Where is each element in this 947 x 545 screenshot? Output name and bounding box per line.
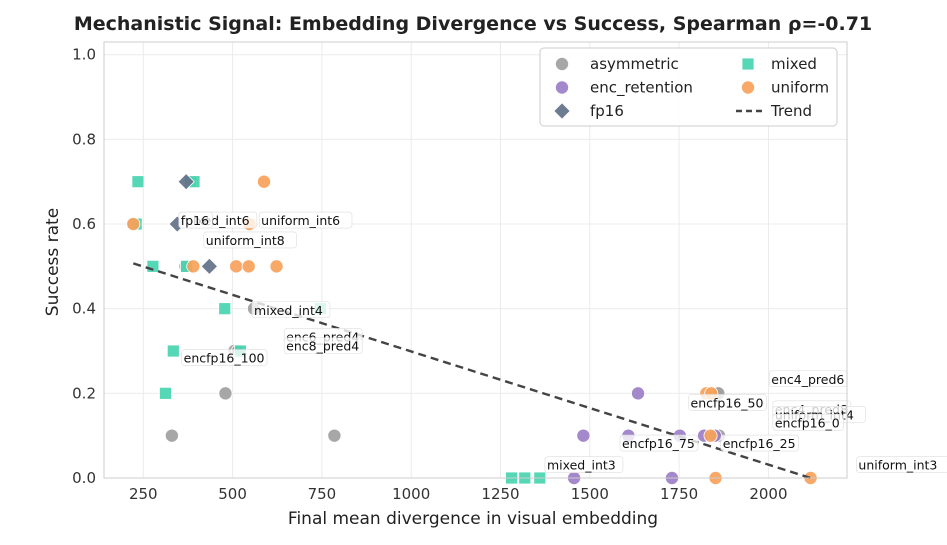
annotation-label: mixed_int3 — [547, 458, 616, 473]
legend-box — [539, 47, 838, 127]
x-tick-label: 1000 — [392, 485, 430, 503]
legend: asymmetric mixed enc_retention uniform fp16 T… — [539, 47, 838, 127]
annotation-label: encfp16_25 — [723, 436, 796, 451]
x-tick-label: 750 — [308, 485, 337, 503]
legend-label: Trend — [770, 102, 812, 120]
annotation-label: uniform_int6 — [261, 213, 340, 228]
annotation-label: encfp16_0 — [775, 415, 840, 430]
y-tick-label: 0.0 — [72, 469, 96, 487]
point-uniform — [241, 259, 256, 274]
point-mixed — [166, 344, 180, 358]
legend-label: asymmetric — [590, 55, 679, 73]
annotation-label: enc4_pred6 — [771, 372, 844, 387]
point-mixed — [131, 175, 145, 189]
point-uniform — [126, 217, 141, 232]
legend-marker-asymmetric — [555, 57, 570, 72]
x-axis-label: Final mean divergence in visual embeddin… — [288, 509, 658, 529]
annotation-label: encfp16_100 — [184, 351, 265, 366]
point-mixed — [218, 302, 232, 316]
point-enc_retention — [576, 428, 591, 443]
point-uniform — [229, 259, 244, 274]
x-tick-label: 250 — [129, 485, 158, 503]
annotation-box — [258, 211, 353, 229]
annotation-box — [720, 434, 799, 452]
y-axis-label: Success rate — [43, 208, 63, 316]
annotation-box — [688, 394, 767, 411]
annotation-box — [203, 231, 297, 249]
x-tick-label: 1750 — [660, 485, 698, 503]
legend-marker-fp16 — [553, 102, 571, 120]
legend-label: enc_retention — [590, 79, 693, 98]
annotation-box — [619, 434, 699, 452]
annotation-box — [772, 414, 844, 431]
annotation-box — [856, 456, 947, 473]
x-tick-label: 500 — [218, 485, 247, 503]
tick-layer: 250 500 750 1000 1250 1500 1750 2000 0.0 0.2 0.4 0.… — [72, 46, 787, 503]
annotation-box — [181, 349, 268, 366]
trend-layer — [132, 262, 811, 480]
legend-label: fp16 — [590, 102, 624, 120]
x-tick-label: 2000 — [749, 485, 787, 503]
annotation-box — [544, 456, 624, 473]
point-mixed — [159, 386, 172, 400]
annotation-label: encfp16_50 — [691, 395, 764, 410]
legend-marker-enc_retention — [555, 80, 570, 95]
annotation-label: uniform_int3 — [858, 458, 937, 473]
x-tick-label: 1250 — [481, 485, 519, 503]
y-tick-label: 0.6 — [72, 215, 96, 233]
annotation-box — [283, 337, 363, 355]
point-uniform — [186, 259, 201, 274]
chart-title: Mechanistic Signal: Embedding Divergence… — [74, 13, 872, 35]
annotation-box — [251, 301, 331, 319]
y-tick-label: 0.8 — [72, 130, 96, 148]
plot-frame — [103, 41, 848, 479]
point-fp16 — [200, 257, 219, 276]
point-asymmetric — [218, 386, 233, 401]
annotation-label: fp16 — [181, 213, 209, 228]
annotation-label: uniform_int8 — [206, 233, 285, 248]
point-fp16 — [177, 173, 195, 191]
legend-marker-mixed — [741, 57, 755, 71]
annotation-label: mixed_int4 — [254, 303, 323, 318]
x-tick-label: 1500 — [571, 485, 609, 503]
legend-label: uniform — [771, 79, 829, 97]
point-uniform — [269, 259, 284, 274]
point-uniform — [703, 428, 718, 443]
annotation-label: enc8_pred4 — [286, 339, 359, 354]
point-asymmetric — [164, 428, 179, 443]
trend-line — [132, 262, 811, 480]
point-asymmetric — [327, 428, 342, 443]
point-uniform — [257, 174, 272, 189]
y-tick-label: 1.0 — [72, 46, 96, 64]
legend-marker-uniform — [741, 80, 756, 95]
annotation-label: encfp16_75 — [622, 436, 695, 451]
annotation-box — [178, 211, 213, 229]
y-tick-label: 0.2 — [72, 384, 96, 402]
point-enc_retention — [631, 386, 646, 401]
y-tick-label: 0.4 — [72, 300, 96, 318]
legend-label: mixed — [771, 55, 817, 73]
